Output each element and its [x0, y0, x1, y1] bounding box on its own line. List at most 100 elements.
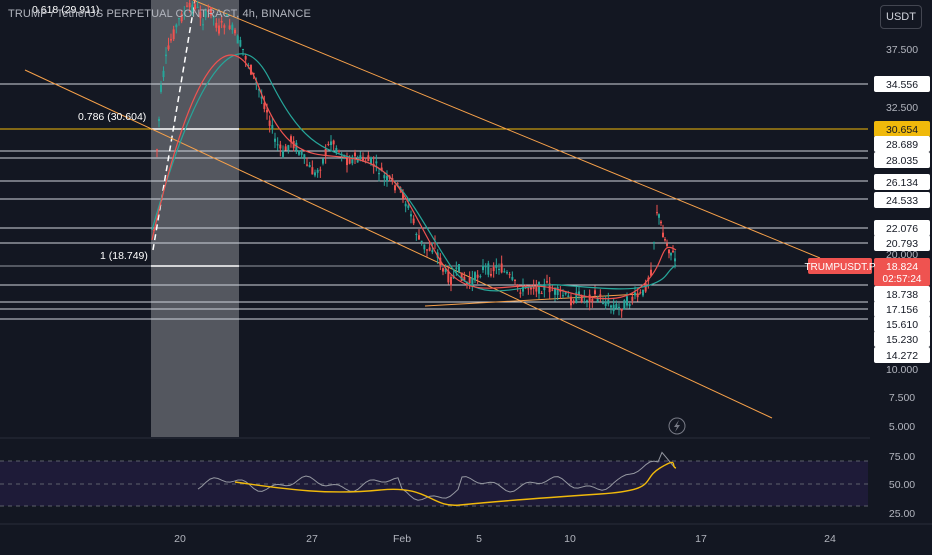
candle-body — [324, 148, 327, 157]
svg-text:15.230: 15.230 — [886, 334, 918, 346]
candle-body — [639, 292, 642, 294]
candle-body — [466, 282, 468, 285]
candle-body — [303, 154, 306, 158]
candle-body — [279, 144, 282, 149]
candle-body — [562, 295, 564, 297]
candle-body — [332, 140, 335, 145]
lightning-icon[interactable] — [668, 417, 686, 435]
candle-body — [519, 292, 522, 294]
level-price-label[interactable]: 28.689 — [874, 136, 930, 152]
candle-body — [567, 295, 570, 298]
candle-body — [228, 25, 231, 29]
svg-text:28.035: 28.035 — [886, 155, 918, 167]
channel-line[interactable] — [24, 69, 773, 419]
candle-body — [236, 35, 239, 44]
candle-body — [158, 118, 160, 122]
candle-body — [495, 264, 498, 269]
channel-line[interactable] — [424, 293, 641, 307]
candle-body — [620, 308, 623, 312]
candle-body — [375, 161, 378, 164]
candle-body — [407, 205, 410, 208]
candle-body — [199, 12, 202, 19]
svg-text:02:57:24: 02:57:24 — [883, 274, 922, 285]
candle-body — [260, 96, 263, 99]
level-price-label[interactable]: 17.156 — [874, 301, 930, 317]
candle-body — [474, 272, 476, 281]
level-price-label[interactable]: 24.533 — [874, 192, 930, 208]
candle-body — [210, 7, 212, 16]
candle-body — [623, 300, 626, 310]
candle-body — [460, 272, 463, 281]
candle-body — [165, 54, 167, 57]
candle-body — [672, 250, 674, 253]
candle-body — [628, 303, 631, 307]
level-price-label[interactable]: 14.272 — [874, 347, 930, 363]
candle-body — [653, 242, 655, 244]
candle-body — [514, 279, 516, 281]
candle-body — [540, 293, 543, 295]
candle-body — [282, 150, 284, 157]
level-price-label[interactable]: 26.134 — [874, 174, 930, 190]
level-price-label[interactable]: 30.654 — [874, 121, 930, 137]
level-price-label[interactable]: 28.035 — [874, 152, 930, 168]
candle-body — [591, 298, 594, 302]
candle-body — [572, 300, 575, 304]
candle-body — [602, 302, 604, 304]
candle-body — [356, 160, 359, 163]
svg-text:18.738: 18.738 — [886, 289, 918, 301]
level-price-label[interactable]: 34.556 — [874, 76, 930, 92]
level-price-label[interactable]: 20.793 — [874, 235, 930, 251]
candle-body — [215, 22, 218, 28]
level-price-label[interactable]: 22.076 — [874, 220, 930, 236]
candle-body — [527, 288, 530, 290]
level-price-label[interactable]: 15.230 — [874, 331, 930, 347]
candle-body — [183, 12, 186, 15]
candle-body — [404, 203, 407, 207]
candle-body — [367, 155, 370, 162]
candle-body — [194, 4, 196, 10]
candle-body — [479, 276, 482, 278]
candle-body — [170, 39, 172, 41]
candle-body — [351, 156, 354, 164]
candle-body — [314, 172, 316, 176]
candle-body — [664, 239, 666, 241]
level-price-label[interactable]: 18.738 — [874, 286, 930, 302]
candle-body — [410, 214, 412, 217]
svg-text:18.824: 18.824 — [886, 261, 918, 273]
rsi-moving-average — [234, 461, 677, 506]
candle-body — [554, 287, 556, 295]
candle-body — [511, 276, 514, 280]
candle-body — [308, 165, 311, 168]
level-price-label[interactable]: 15.610 — [874, 316, 930, 332]
candle-body — [402, 192, 404, 199]
candle-body — [444, 268, 447, 272]
candle-body — [242, 48, 244, 50]
fib-label: 1 (18.749) — [100, 250, 148, 262]
svg-text:TRUMPUSDT.P: TRUMPUSDT.P — [804, 262, 875, 273]
time-axis-tick: 10 — [564, 533, 576, 545]
candle-body — [348, 158, 351, 164]
svg-text:24.533: 24.533 — [886, 195, 918, 207]
rsi-line — [197, 451, 675, 501]
candle-body — [506, 272, 508, 274]
price-axis-tick: 37.500 — [886, 44, 918, 56]
channel-line[interactable] — [192, 0, 821, 259]
candle-body — [607, 299, 610, 305]
candle-body — [615, 304, 618, 309]
candle-body — [463, 276, 466, 281]
candle-body — [618, 306, 620, 308]
candle-body — [434, 242, 436, 244]
candle-body — [583, 296, 586, 298]
currency-button[interactable]: USDT — [880, 5, 922, 29]
selection-range[interactable] — [151, 0, 239, 437]
candle-body — [642, 289, 644, 296]
symbol-tag[interactable]: TRUMPUSDT.P — [804, 258, 876, 274]
candle-body — [180, 13, 183, 22]
candle-body — [266, 109, 268, 113]
rsi-axis-tick: 50.00 — [889, 479, 915, 491]
candle-body — [551, 289, 554, 291]
candle-body — [650, 269, 652, 276]
candle-body — [442, 268, 444, 272]
